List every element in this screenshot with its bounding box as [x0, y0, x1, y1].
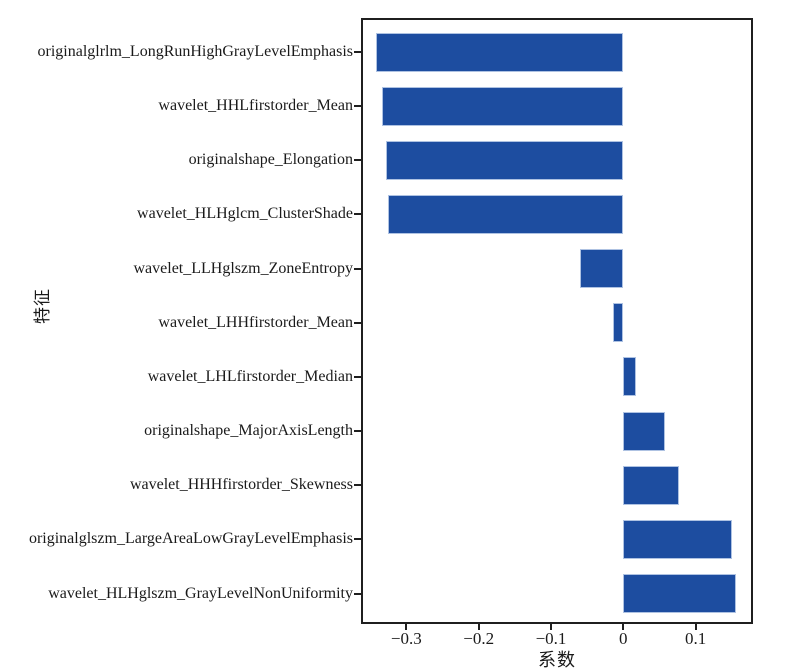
y-tick-label: wavelet_LLHglszm_ZoneEntropy — [133, 259, 354, 277]
bar — [386, 140, 624, 180]
y-tick — [354, 321, 361, 324]
y-axis-title: 特征 — [33, 288, 52, 324]
x-tick-label: −0.3 — [390, 629, 422, 648]
x-tick-label: −0.2 — [463, 629, 495, 648]
x-tick — [477, 624, 480, 630]
y-tick-label: originalshape_MajorAxisLength — [144, 422, 353, 440]
x-tick — [550, 624, 552, 630]
bar — [623, 357, 637, 397]
bar — [623, 574, 737, 613]
bar — [376, 32, 624, 72]
y-tick-label: wavelet_HHHfirstorder_Skewness — [129, 476, 353, 494]
bar — [381, 86, 624, 126]
x-tick — [622, 624, 625, 630]
y-tick — [354, 592, 361, 595]
y-tick — [354, 375, 361, 378]
y-tick-label: wavelet_LHHfirstorder_Mean — [158, 313, 353, 331]
bar — [623, 519, 732, 559]
y-tick-label: originalglrlm_LongRunHighGrayLevelEmphas… — [37, 43, 354, 60]
bar — [388, 194, 624, 234]
y-tick — [354, 105, 361, 108]
y-tick — [354, 538, 361, 541]
y-tick-label: originalglszm_LargeAreaLowGrayLevelEmpha… — [28, 530, 353, 548]
y-tick-label: wavelet_HLHglszm_GrayLevelNonUniformity — [48, 584, 353, 602]
bar — [623, 411, 666, 451]
y-tick — [354, 430, 361, 433]
y-tick — [354, 484, 361, 487]
bar — [623, 465, 679, 505]
bar — [579, 249, 624, 289]
x-tick — [405, 624, 408, 630]
y-tick — [354, 159, 361, 162]
y-tick — [354, 267, 361, 270]
x-tick-label: 0.1 — [684, 629, 707, 648]
y-tick — [354, 213, 361, 216]
x-tick-label: −0.1 — [535, 629, 567, 648]
x-tick-label: 0 — [619, 629, 628, 648]
y-tick-label: wavelet_HHLfirstorder_Mean — [158, 97, 353, 115]
y-tick-label: wavelet_LHLfirstorder_Median — [147, 367, 353, 385]
y-tick-label: wavelet_HLHglcm_ClusterShade — [137, 205, 353, 223]
y-tick-label: originalshape_Elongation — [188, 151, 353, 169]
x-axis-title: 系数 — [538, 650, 576, 668]
bar — [612, 303, 624, 343]
x-tick — [694, 624, 697, 630]
y-tick — [354, 51, 361, 53]
